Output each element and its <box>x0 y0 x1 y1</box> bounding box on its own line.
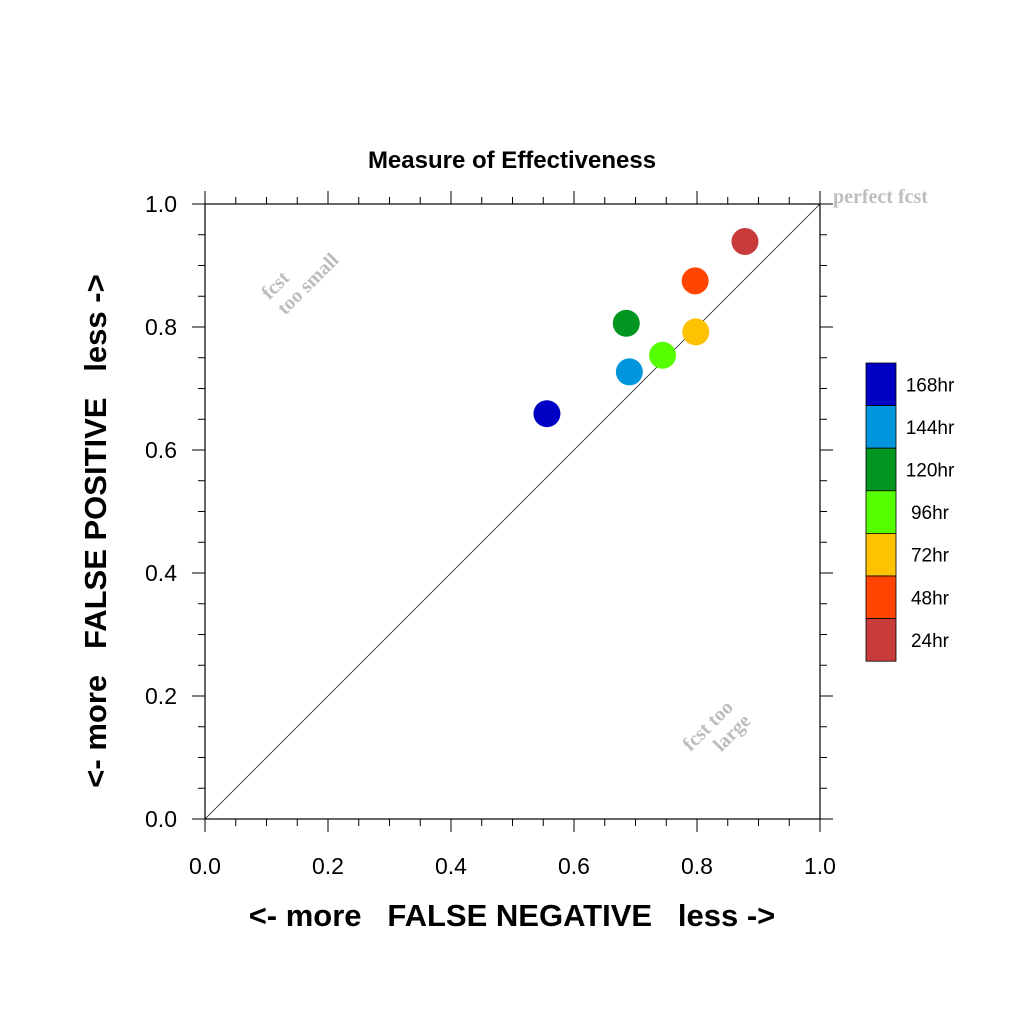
legend-label-96hr: 96hr <box>911 503 950 524</box>
x-tick-label: 0.6 <box>558 853 590 879</box>
y-tick-label: 0.0 <box>145 806 177 832</box>
legend-swatch-48hr <box>865 575 897 619</box>
x-tick-labels: 0.0 0.2 0.4 0.6 0.8 1.0 <box>189 853 836 879</box>
perfect-forecast-label: perfect fcst <box>833 186 928 208</box>
legend-label-24hr: 24hr <box>911 631 950 652</box>
legend: 168hr 144hr 120hr 96hr 72hr 48hr 24hr <box>865 362 955 662</box>
y-tick-label: 0.6 <box>145 437 177 463</box>
legend-swatch-24hr <box>865 618 897 662</box>
x-axis-label: <- more FALSE NEGATIVE less -> <box>249 898 776 933</box>
chart-title: Measure of Effectiveness <box>368 147 656 174</box>
minor-ticks <box>198 197 827 826</box>
point-120hr <box>612 309 640 337</box>
legend-swatch-144hr <box>865 405 897 449</box>
legend-label-168hr: 168hr <box>906 375 955 396</box>
y-tick-label: 0.4 <box>145 560 177 586</box>
x-tick-label: 0.0 <box>189 853 221 879</box>
y-tick-label: 1.0 <box>145 191 177 217</box>
x-tick-label: 0.2 <box>312 853 344 879</box>
legend-label-72hr: 72hr <box>911 546 950 567</box>
too-large-annotation: fcst too large <box>679 696 756 756</box>
too-small-annotation: fcst too small <box>257 249 343 319</box>
legend-swatch-96hr <box>865 490 897 534</box>
y-tick-labels: 0.0 0.2 0.4 0.6 0.8 1.0 <box>145 191 177 832</box>
x-tick-label: 0.8 <box>681 853 713 879</box>
y-tick-label: 0.2 <box>145 683 177 709</box>
y-tick-label: 0.8 <box>145 314 177 340</box>
legend-swatch-120hr <box>865 447 897 492</box>
x-tick-label: 0.4 <box>435 853 467 879</box>
point-168hr <box>533 400 561 428</box>
legend-swatch-168hr <box>865 362 897 406</box>
point-72hr <box>682 318 710 346</box>
legend-label-48hr: 48hr <box>911 588 950 609</box>
legend-swatch-72hr <box>865 533 897 577</box>
data-points <box>533 228 759 428</box>
perfect-forecast-line <box>204 203 821 820</box>
y-axis-label: <- more FALSE POSITIVE less -> <box>78 274 113 787</box>
point-48hr <box>681 267 709 295</box>
major-ticks <box>192 191 833 832</box>
point-144hr <box>615 358 643 386</box>
point-24hr <box>731 228 759 256</box>
point-96hr <box>649 341 677 369</box>
legend-label-144hr: 144hr <box>906 418 955 439</box>
x-tick-label: 1.0 <box>804 853 836 879</box>
legend-label-120hr: 120hr <box>906 461 955 482</box>
